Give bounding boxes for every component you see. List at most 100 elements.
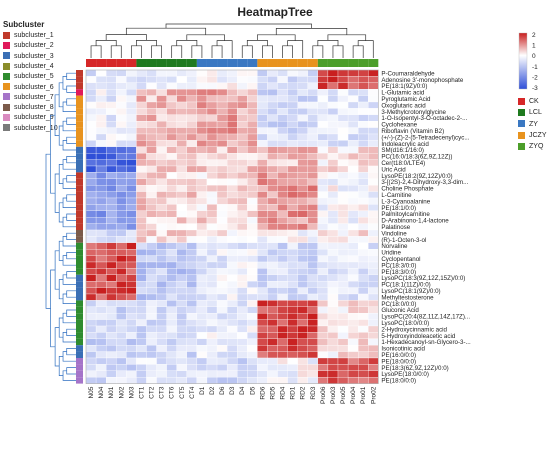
heatmap-cell bbox=[237, 223, 248, 231]
heatmap-cell bbox=[196, 300, 208, 307]
heatmap-cell bbox=[216, 287, 228, 295]
color-scale-tick-label: -1 bbox=[532, 64, 538, 71]
heatmap-cell bbox=[267, 95, 278, 103]
heatmap-cell bbox=[196, 191, 208, 199]
heatmap-cell bbox=[196, 95, 208, 103]
heatmap-cell bbox=[368, 127, 379, 135]
column-label: RD3 bbox=[310, 386, 317, 399]
heatmap-cell bbox=[166, 153, 177, 160]
heatmap-cell bbox=[106, 217, 117, 224]
dendrogram-branch bbox=[66, 367, 76, 375]
heatmap-cell bbox=[297, 204, 308, 211]
heatmap-cell bbox=[317, 165, 329, 173]
column-label: D2 bbox=[209, 386, 216, 395]
heatmap-cell bbox=[166, 172, 177, 179]
subcluster-annotation-cell bbox=[76, 166, 83, 173]
heatmap-cell bbox=[95, 114, 107, 122]
heatmap-cell bbox=[146, 121, 157, 128]
heatmap-cell bbox=[368, 101, 379, 109]
dendrogram-branch bbox=[54, 173, 60, 213]
heatmap-cell bbox=[327, 89, 339, 96]
heatmap-cell bbox=[277, 229, 288, 237]
heatmap-cell bbox=[237, 210, 248, 218]
heatmap-cell bbox=[257, 108, 268, 115]
heatmap-cell bbox=[347, 345, 359, 352]
heatmap-cell bbox=[95, 345, 107, 352]
chart-title: HeatmapTree bbox=[237, 5, 313, 19]
heatmap-cell bbox=[307, 178, 318, 186]
heatmap-cell bbox=[166, 306, 177, 314]
heatmap-cell bbox=[126, 223, 137, 231]
heatmap-cell bbox=[297, 185, 308, 192]
heatmap-cell bbox=[146, 185, 157, 192]
heatmap-cell bbox=[327, 236, 339, 243]
heatmap-cell bbox=[186, 351, 198, 359]
heatmap-cell bbox=[85, 370, 97, 378]
column-label: RD4 bbox=[280, 386, 287, 399]
heatmap-cell bbox=[297, 108, 308, 115]
legend-swatch bbox=[518, 97, 525, 105]
heatmap-cell bbox=[126, 287, 137, 295]
heatmap-cell bbox=[277, 268, 288, 275]
heatmap-cell bbox=[95, 223, 107, 231]
heatmap-cell bbox=[337, 114, 349, 122]
group-annotation-cell bbox=[247, 59, 258, 67]
column-label: D4 bbox=[239, 386, 246, 395]
heatmap-cell bbox=[85, 76, 97, 83]
heatmap-cell bbox=[297, 146, 308, 154]
heatmap-cell bbox=[237, 185, 248, 192]
heatmap-cell bbox=[287, 159, 298, 167]
heatmap-cell bbox=[206, 249, 218, 256]
heatmap-cell bbox=[176, 69, 187, 77]
heatmap-cell bbox=[247, 325, 258, 333]
heatmap-cell bbox=[277, 255, 288, 263]
column-label: Pro05 bbox=[340, 386, 347, 404]
heatmap-cell bbox=[337, 274, 349, 282]
heatmap-cell bbox=[226, 127, 238, 135]
heatmap-cell bbox=[297, 165, 308, 173]
heatmap-cell bbox=[237, 306, 248, 314]
heatmap-cell bbox=[368, 332, 379, 339]
heatmap-cell bbox=[237, 313, 248, 320]
heatmap-cell bbox=[206, 357, 218, 365]
heatmap-cell bbox=[146, 95, 157, 103]
heatmap-cell bbox=[106, 338, 117, 346]
heatmap-cell bbox=[337, 210, 349, 218]
heatmap-cell bbox=[327, 108, 339, 115]
heatmap-cell bbox=[156, 178, 167, 186]
group-annotation-cell bbox=[317, 59, 328, 67]
heatmap-cell bbox=[257, 210, 268, 218]
heatmap-cell bbox=[206, 319, 218, 327]
heatmap-cell bbox=[196, 236, 208, 243]
heatmap-cell bbox=[196, 185, 208, 192]
dendrogram-branch bbox=[332, 45, 344, 58]
heatmap-cell bbox=[297, 229, 308, 237]
heatmap-cell bbox=[166, 370, 177, 378]
heatmap-cell bbox=[85, 306, 97, 314]
row-label: PE(18:0/0:0) bbox=[381, 378, 416, 385]
heatmap-cell bbox=[317, 351, 329, 359]
dendrogram-branch bbox=[62, 255, 76, 266]
heatmap-cell bbox=[176, 332, 187, 339]
heatmap-cell bbox=[368, 172, 379, 179]
heatmap-cell bbox=[136, 76, 147, 83]
heatmap-cell bbox=[337, 178, 349, 186]
subcluster-annotation-cell bbox=[76, 127, 83, 134]
legend-label: subcluster_2 bbox=[14, 42, 54, 50]
heatmap-cell bbox=[327, 249, 339, 256]
heatmap-cell bbox=[347, 95, 359, 103]
group-annotation-cell bbox=[277, 59, 288, 67]
heatmap-cell bbox=[327, 300, 339, 307]
heatmap-cell bbox=[126, 185, 137, 192]
dendrogram-branch bbox=[62, 120, 76, 132]
heatmap-cell bbox=[126, 300, 137, 307]
heatmap-cell bbox=[337, 89, 349, 96]
heatmap-cell bbox=[277, 76, 288, 83]
heatmap-cell bbox=[146, 293, 157, 301]
heatmap-cell bbox=[237, 364, 248, 371]
heatmap-cell bbox=[95, 172, 107, 179]
heatmap-cell bbox=[267, 223, 278, 231]
heatmap-cell bbox=[116, 69, 127, 77]
heatmap-cell bbox=[126, 146, 137, 154]
